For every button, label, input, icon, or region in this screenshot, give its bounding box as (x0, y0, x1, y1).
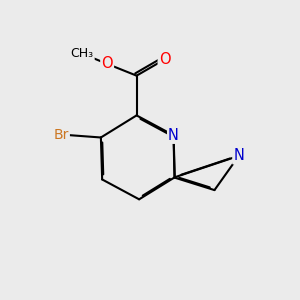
Text: CH₃: CH₃ (70, 47, 94, 60)
Text: N: N (233, 148, 244, 164)
Text: O: O (159, 52, 170, 67)
Text: Br: Br (53, 128, 69, 142)
Text: O: O (101, 56, 113, 71)
Text: N: N (168, 128, 179, 143)
